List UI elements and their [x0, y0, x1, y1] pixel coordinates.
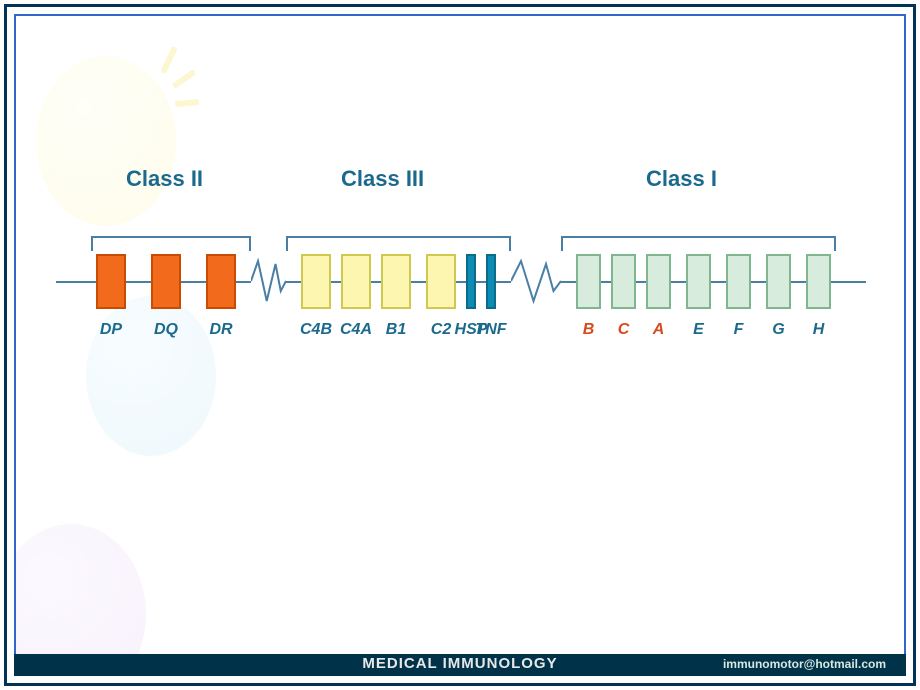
footer-email: immunomotor@hotmail.com: [723, 657, 886, 671]
class-title: Class I: [646, 166, 717, 192]
gene-box: [341, 254, 371, 309]
gene-label: B: [569, 321, 609, 339]
gene-label: DP: [91, 321, 131, 339]
gene-box: [301, 254, 331, 309]
decor-balloon: [86, 296, 216, 456]
gene-box: [686, 254, 711, 309]
gene-label: E: [679, 321, 719, 339]
gene-label: C4B: [296, 321, 336, 339]
gene-label: F: [719, 321, 759, 339]
zigzag-connector: [251, 256, 286, 306]
gene-label: C: [604, 321, 644, 339]
gene-label: B1: [376, 321, 416, 339]
gene-box: [611, 254, 636, 309]
gene-label: G: [759, 321, 799, 339]
gene-box: [466, 254, 476, 309]
class-title: Class II: [126, 166, 203, 192]
class-title: Class III: [341, 166, 424, 192]
decor-ray: [172, 69, 197, 89]
decor-balloon: [36, 56, 176, 226]
gene-box: [151, 254, 181, 309]
gene-box: [206, 254, 236, 309]
gene-label: DR: [201, 321, 241, 339]
zigzag-connector: [511, 256, 561, 306]
gene-box: [381, 254, 411, 309]
region-bracket: [91, 236, 251, 251]
gene-box: [96, 254, 126, 309]
gene-box: [576, 254, 601, 309]
gene-box: [426, 254, 456, 309]
decor-ray: [160, 46, 177, 74]
gene-label: C4A: [336, 321, 376, 339]
gene-label: DQ: [146, 321, 186, 339]
gene-label: A: [639, 321, 679, 339]
gene-box: [646, 254, 671, 309]
gene-box: [726, 254, 751, 309]
footer-bar: MEDICAL IMMUNOLOGY immunomotor@hotmail.c…: [14, 654, 906, 676]
gene-box: [486, 254, 496, 309]
gene-label: H: [799, 321, 839, 339]
region-bracket: [286, 236, 511, 251]
gene-box: [806, 254, 831, 309]
inner-frame: Class IIDPDQDRClass IIIC4BC4AB1C2HSPTNFC…: [14, 14, 906, 676]
decor-ray: [175, 99, 199, 107]
footer-title: MEDICAL IMMUNOLOGY: [362, 655, 557, 672]
gene-box: [766, 254, 791, 309]
region-bracket: [561, 236, 836, 251]
gene-label: TNF: [471, 321, 511, 339]
